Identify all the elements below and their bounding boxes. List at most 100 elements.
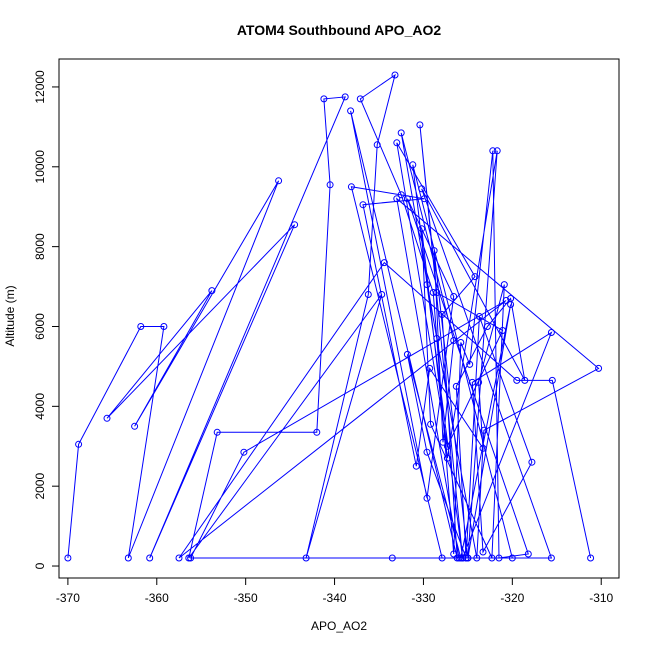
data-point (547, 329, 555, 336)
data-point (466, 360, 474, 368)
data-point (302, 554, 310, 562)
x-tick-label: -310 (589, 591, 613, 605)
y-tick-label: 2000 (33, 473, 47, 500)
data-point (393, 195, 401, 203)
data-point (64, 554, 72, 562)
data-point (356, 95, 364, 103)
data-point (500, 281, 508, 289)
data-point (131, 422, 139, 430)
y-tick-label: 10000 (33, 150, 47, 184)
data-point (495, 554, 503, 562)
data-point (397, 129, 405, 137)
data-point (412, 462, 420, 470)
data-point (416, 121, 424, 129)
data-point (475, 378, 483, 386)
data-point (528, 458, 536, 466)
data-point (208, 287, 216, 295)
data-point (479, 444, 487, 452)
data-point (373, 141, 381, 149)
data-point (548, 376, 556, 384)
data-point (493, 147, 501, 155)
data-point (513, 376, 521, 384)
data-point (380, 259, 388, 267)
data-point (502, 297, 510, 304)
y-tick-label: 6000 (33, 313, 47, 340)
data-point (479, 548, 487, 556)
data-point (429, 289, 437, 296)
data-point (439, 438, 447, 446)
data-point (547, 554, 555, 562)
data-point (457, 339, 465, 346)
data-point (213, 428, 221, 436)
data-point (423, 494, 431, 502)
x-axis-label: APO_AO2 (311, 619, 367, 633)
data-point (438, 311, 446, 318)
x-tick-label: -340 (323, 591, 347, 605)
data-point (423, 448, 431, 456)
data-point (418, 185, 426, 193)
y-tick-label: 0 (33, 562, 47, 569)
data-point (137, 323, 145, 330)
data-point (595, 364, 603, 372)
data-point (443, 442, 451, 450)
data-point (103, 414, 111, 422)
x-tick-label: -360 (145, 591, 169, 605)
data-point (450, 337, 458, 344)
data-point (320, 95, 328, 103)
data-point (483, 323, 491, 330)
data-point (378, 291, 386, 298)
data-point (409, 161, 417, 169)
data-point (480, 426, 488, 434)
data-point (341, 93, 349, 101)
data-point (393, 139, 401, 147)
series-lines (67, 73, 600, 559)
data-point (388, 554, 396, 562)
data-point (489, 147, 497, 155)
x-tick-label: -330 (411, 591, 435, 605)
data-point (364, 291, 372, 298)
data-point (455, 554, 463, 562)
data-point (473, 554, 481, 562)
series-line (67, 73, 600, 559)
data-point (433, 335, 441, 342)
data-point (403, 350, 411, 358)
data-point (187, 554, 195, 562)
x-tick-label: -370 (56, 591, 80, 605)
data-point (521, 376, 529, 384)
data-point (75, 440, 83, 448)
data-point (524, 550, 532, 558)
data-point (426, 364, 434, 372)
y-tick-label: 4000 (33, 393, 47, 420)
data-point (175, 554, 183, 562)
data-point (438, 554, 446, 562)
data-point (359, 201, 367, 209)
chart-title: ATOM4 Southbound APO_AO2 (237, 22, 442, 38)
data-point (507, 295, 515, 302)
data-point (475, 313, 483, 320)
data-point (462, 554, 470, 562)
data-point (403, 195, 411, 203)
data-point (124, 554, 132, 562)
x-axis: -370 -360 -350 -340 -330 -320 -310 (56, 577, 614, 605)
data-point (146, 554, 154, 562)
data-point (291, 221, 299, 229)
x-tick-label: -350 (234, 591, 258, 605)
data-point (275, 177, 283, 185)
data-point (450, 293, 458, 300)
data-point (397, 191, 405, 199)
y-axis-label: Altitude (m) (3, 285, 17, 346)
data-point (430, 247, 438, 255)
data-point (391, 71, 399, 79)
data-point (423, 281, 431, 289)
data-point (499, 327, 507, 334)
plot-frame (58, 58, 620, 579)
data-point (160, 323, 168, 330)
data-point (240, 448, 248, 456)
data-point (488, 554, 496, 562)
data-point (471, 273, 479, 281)
data-point (347, 183, 355, 191)
data-point (418, 225, 426, 233)
y-tick-label: 8000 (33, 233, 47, 260)
